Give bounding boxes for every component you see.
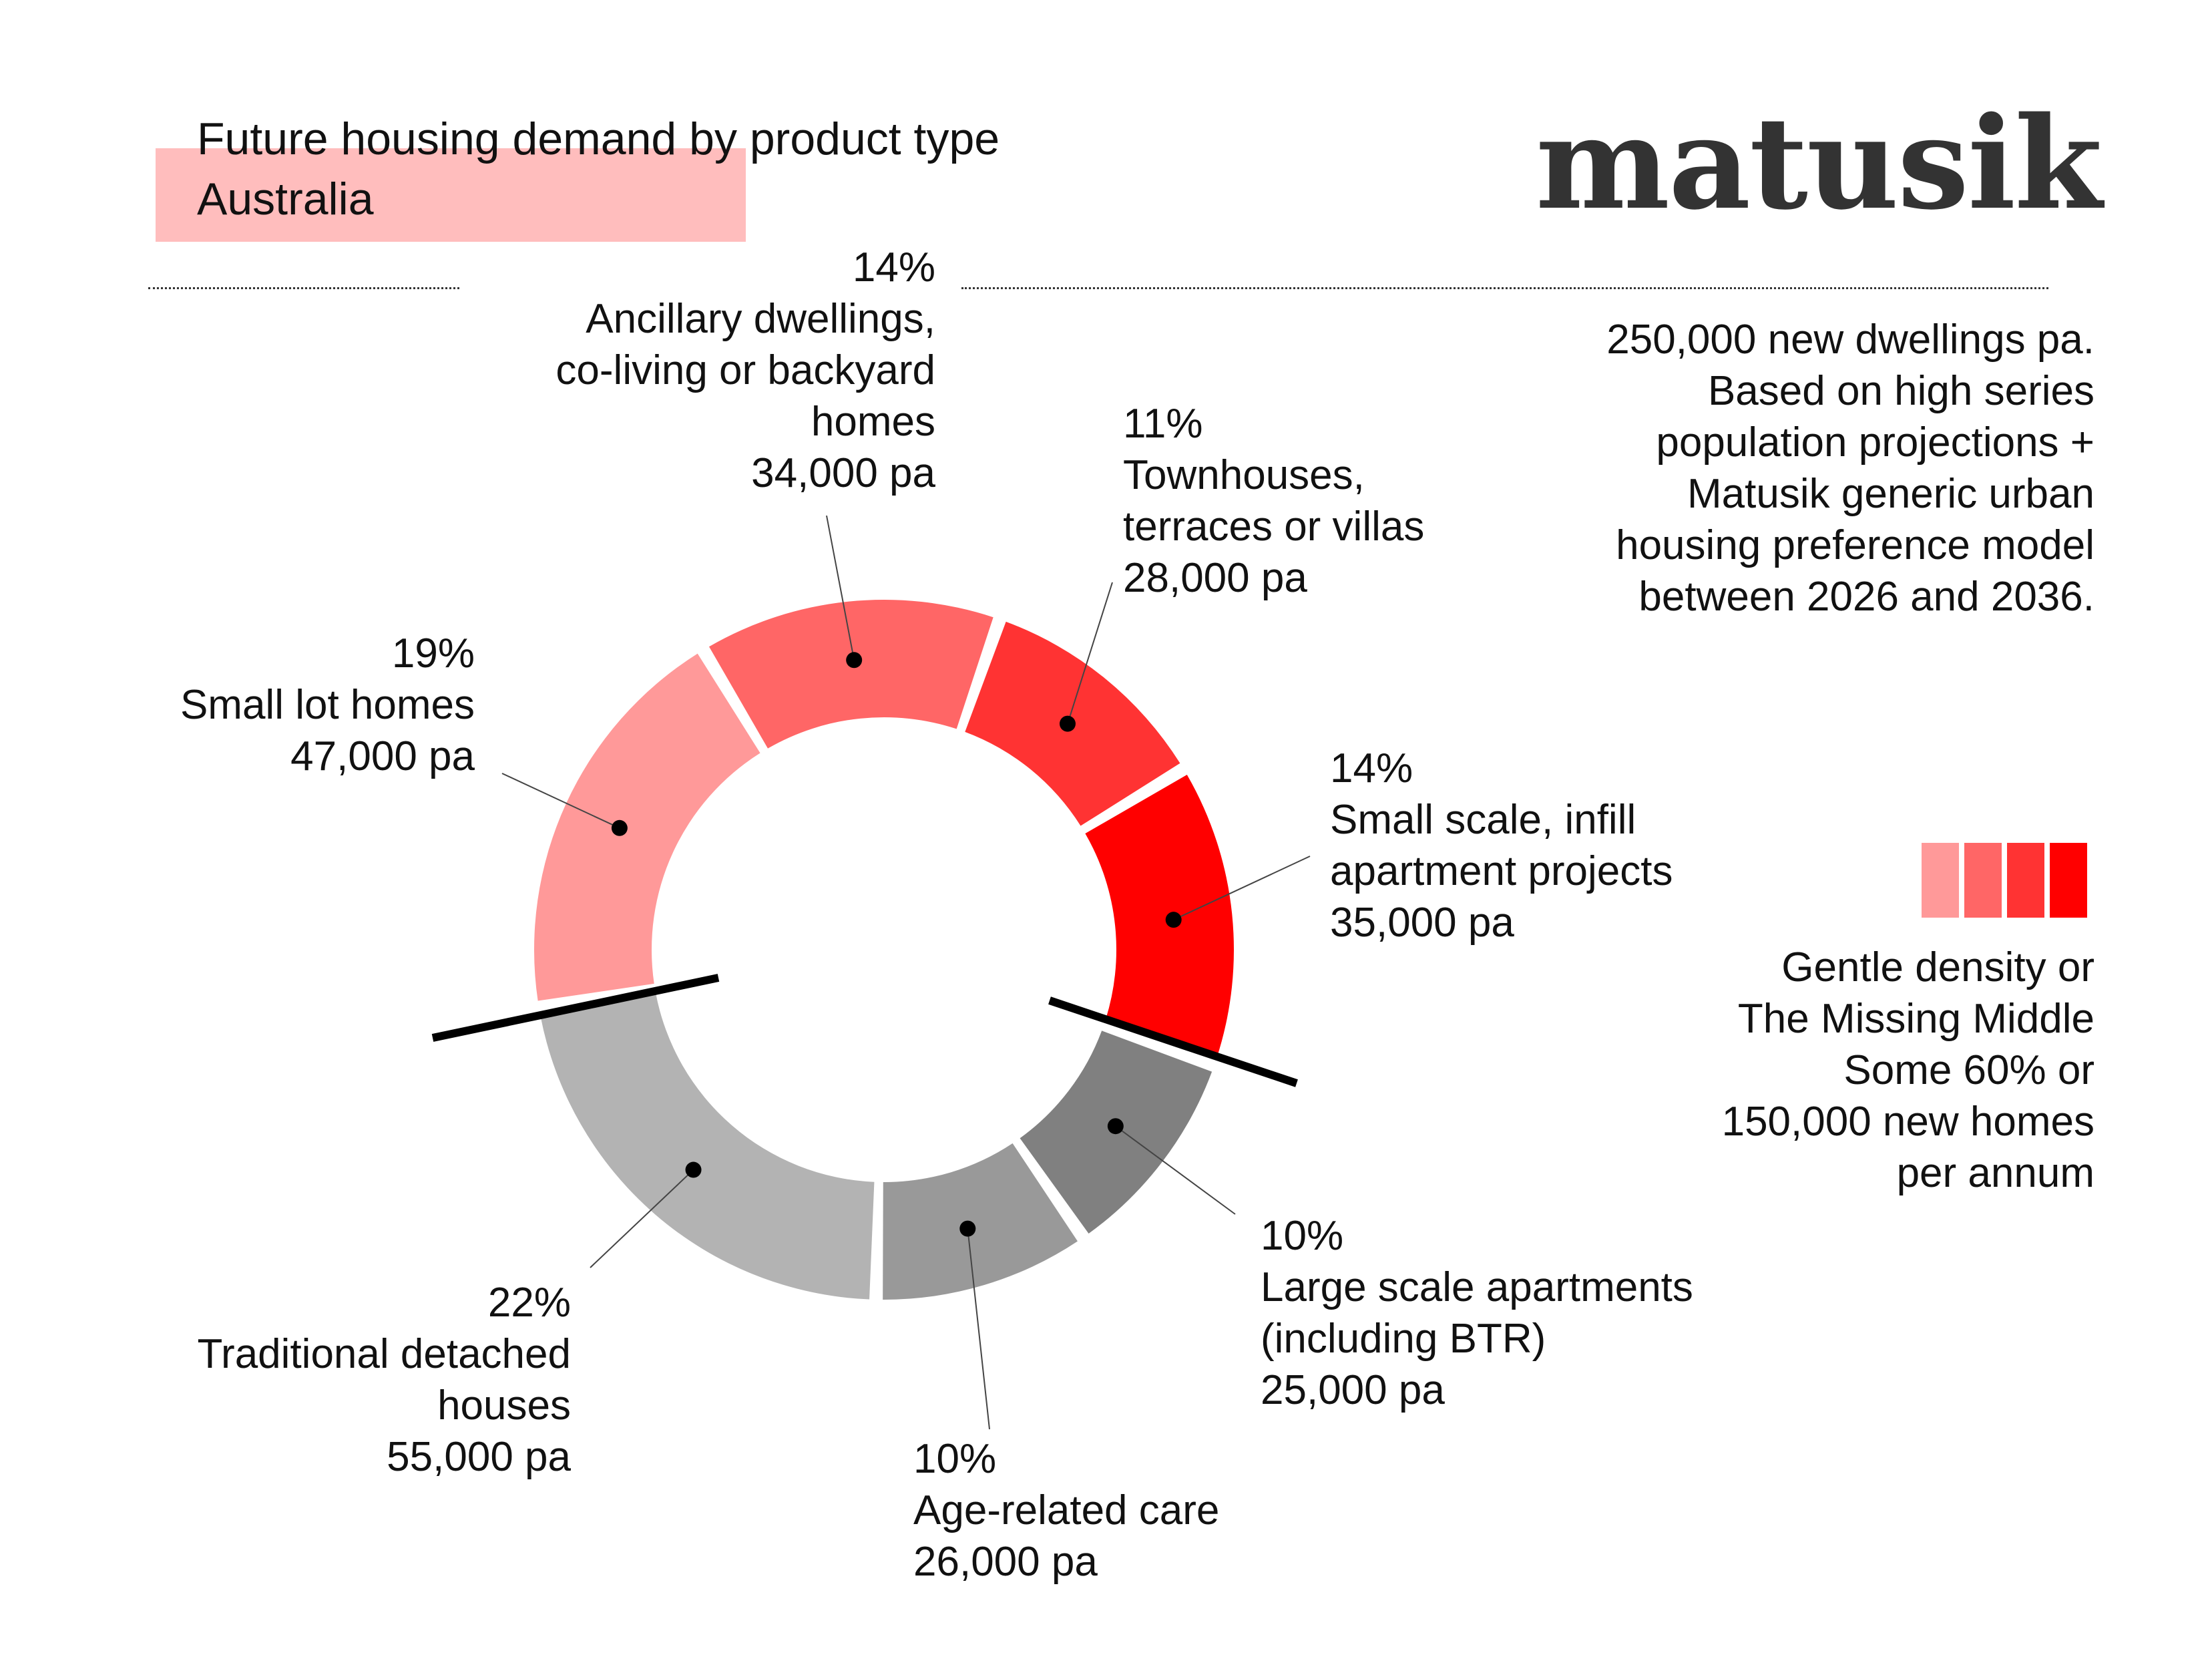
- note-total: 250,000 new dwellings pa.: [1606, 317, 2094, 363]
- note-line3: population projections +: [1656, 419, 2094, 466]
- leader-line-1: [501, 773, 620, 829]
- legend-swatch-2: [1964, 843, 2002, 918]
- methodology-note: 250,000 new dwellings pa. Based on high …: [1606, 314, 2094, 622]
- leader-line-5: [1115, 1125, 1236, 1215]
- donut-slice-1: [533, 653, 760, 1001]
- leader-dot-5: [1107, 1118, 1124, 1135]
- note-line6: between 2026 and 2036.: [1638, 574, 2094, 620]
- label-detached-line2: houses: [437, 1382, 571, 1429]
- chart-title: Future housing demand by product type: [197, 114, 1000, 164]
- label-townhouses-value: 28,000 pa: [1123, 555, 1307, 601]
- label-detached-value: 55,000 pa: [387, 1434, 571, 1480]
- group-divider-left: [431, 974, 720, 1042]
- note-line5: housing preference model: [1616, 522, 2094, 568]
- divider-left: [148, 287, 459, 289]
- legend-swatches: [1922, 843, 2091, 918]
- leader-dot-7: [685, 1161, 702, 1178]
- label-large-scale: 10% Large scale apartments (including BT…: [1261, 1210, 1693, 1416]
- leader-dot-4: [1165, 912, 1182, 928]
- label-ancillary-value: 34,000 pa: [751, 450, 935, 496]
- label-large-scale-line2: (including BTR): [1261, 1316, 1546, 1362]
- group-divider-right: [1048, 996, 1298, 1087]
- label-townhouses-line1: Townhouses,: [1123, 452, 1365, 498]
- legend-swatch-3: [2007, 843, 2044, 918]
- note-line2: Based on high series: [1707, 368, 2094, 414]
- leader-line-4: [1173, 856, 1311, 921]
- label-large-scale-line1: Large scale apartments: [1261, 1264, 1693, 1310]
- legend-note: Gentle density or The Missing Middle Som…: [1722, 942, 2094, 1199]
- label-small-lot-line1: Small lot homes: [180, 682, 475, 728]
- donut-slice-6: [883, 1143, 1078, 1300]
- leader-dot-3: [1059, 715, 1076, 732]
- leader-line-3: [1067, 582, 1113, 724]
- label-infill-percent: 14%: [1330, 745, 1413, 791]
- label-large-scale-value: 25,000 pa: [1261, 1367, 1445, 1413]
- label-ancillary: 14% Ancillary dwellings, co-living or ba…: [556, 242, 935, 499]
- label-age-care-line1: Age-related care: [913, 1487, 1220, 1533]
- divider-right: [961, 287, 2048, 289]
- leader-line-7: [590, 1169, 694, 1268]
- donut-slice-7: [539, 992, 875, 1300]
- leader-line-2: [826, 515, 855, 661]
- label-townhouses-percent: 11%: [1123, 401, 1203, 447]
- label-infill-line2: apartment projects: [1330, 848, 1673, 894]
- donut-slice-2: [709, 600, 993, 749]
- label-ancillary-line3: homes: [811, 399, 935, 445]
- label-townhouses: 11% Townhouses, terraces or villas 28,00…: [1123, 398, 1424, 604]
- label-age-care: 10% Age-related care 26,000 pa: [913, 1433, 1219, 1588]
- label-age-care-percent: 10%: [913, 1436, 997, 1482]
- label-detached-percent: 22%: [487, 1280, 571, 1326]
- label-ancillary-line2: co-living or backyard: [556, 347, 935, 393]
- legend-line2: The Missing Middle: [1737, 996, 2094, 1042]
- label-townhouses-line2: terraces or villas: [1123, 504, 1425, 550]
- label-age-care-value: 26,000 pa: [913, 1539, 1098, 1585]
- leader-dot-2: [846, 652, 863, 669]
- label-infill-value: 35,000 pa: [1330, 900, 1514, 946]
- legend-line3: Some 60% or: [1843, 1047, 2094, 1093]
- chart-subtitle: Australia: [197, 174, 374, 224]
- label-large-scale-percent: 10%: [1261, 1213, 1344, 1259]
- label-ancillary-percent: 14%: [852, 244, 935, 291]
- leader-dot-1: [611, 819, 628, 836]
- legend-line1: Gentle density or: [1781, 944, 2094, 990]
- label-small-lot-percent: 19%: [391, 630, 475, 677]
- leader-line-6: [967, 1228, 990, 1430]
- label-small-lot-value: 47,000 pa: [290, 733, 475, 779]
- label-infill-line1: Small scale, infill: [1330, 797, 1636, 843]
- note-line4: Matusik generic urban: [1687, 471, 2094, 517]
- label-small-lot: 19% Small lot homes 47,000 pa: [180, 628, 475, 782]
- subtitle-highlight: [156, 148, 746, 242]
- legend-line4: 150,000 new homes: [1721, 1099, 2094, 1145]
- legend-swatch-4: [2050, 843, 2087, 918]
- leader-dot-6: [959, 1220, 976, 1237]
- legend-line5: per annum: [1896, 1150, 2094, 1196]
- label-infill: 14% Small scale, infill apartment projec…: [1330, 743, 1673, 948]
- label-detached: 22% Traditional detached houses 55,000 p…: [197, 1277, 571, 1483]
- donut-slice-4: [1085, 775, 1235, 1059]
- label-ancillary-line1: Ancillary dwellings,: [586, 296, 935, 342]
- label-detached-line1: Traditional detached: [197, 1331, 571, 1377]
- legend-swatch-1: [1922, 843, 1959, 918]
